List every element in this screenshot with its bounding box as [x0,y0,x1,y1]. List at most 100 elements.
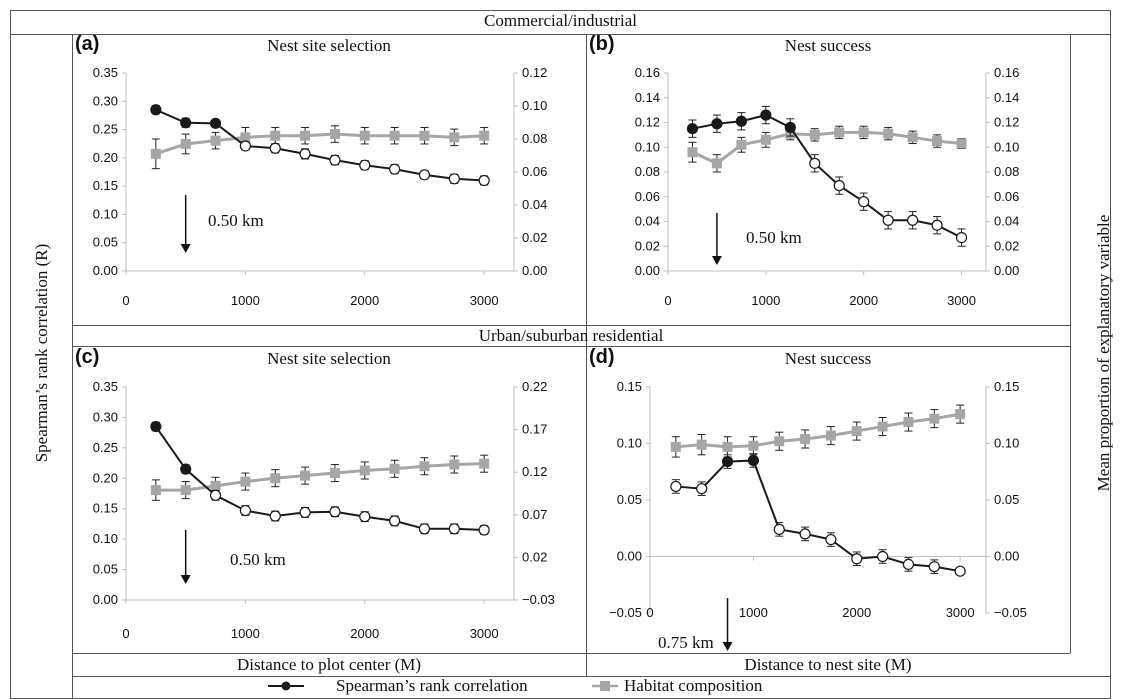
spearman-point [851,553,863,565]
habitat-point [851,426,862,437]
habitat-point [834,127,845,138]
habitat-point [240,132,251,143]
y-tick-label-right: 0.14 [994,90,1019,105]
spearman-point [418,169,431,181]
habitat-point [907,132,918,143]
y-tick-label-left: 0.14 [635,90,660,105]
y-tick-label-right: 0.02 [522,230,547,245]
spearman-point [809,157,821,169]
spearman-point [478,524,490,536]
spearman-point [299,506,311,518]
divider [72,325,1070,326]
y-tick-label-left: 0.10 [93,206,118,221]
spearman-point [773,523,785,535]
chart-d: −0.05 0.00 0.05 0.10 0.15 −0.05 0.00 0.05 0.10 0.… [609,379,1027,652]
spearman-line [675,459,961,573]
spearman-point [269,510,281,522]
habitat-point [389,463,400,474]
x-tick-label: 1000 [751,293,780,308]
y-tick-label-left: 0.35 [93,379,118,394]
divider [10,34,1111,35]
habitat-point [449,459,460,470]
x-tick-label: 1000 [231,293,260,308]
habitat-point [760,134,771,145]
x-axis-label-left: Distance to plot center (M) [236,655,422,674]
spearman-point [784,121,796,134]
divider [72,346,1070,347]
y-tick-label-right: 0.08 [994,164,1019,179]
y-tick-label-left: 0.16 [635,65,660,80]
habitat-point [359,465,370,476]
habitat-point [825,430,836,441]
y-tick-label-right: 0.15 [994,379,1019,394]
y-tick-label-left: 0.12 [635,115,660,130]
habitat-point [300,130,311,141]
x-tick-label: 0 [122,626,129,641]
habitat-point [449,132,460,143]
y-tick-label-left: 0.30 [93,409,118,424]
y-tick-label-right: 0.22 [522,379,547,394]
annotation-arrowhead [180,244,191,253]
spearman-point [418,523,431,535]
spearman-point [359,511,371,523]
habitat-point [736,139,747,150]
spearman-point [760,109,772,121]
section-title-commercial: Commercial/industrial [484,11,637,30]
habitat-point [300,470,311,481]
annotation-label: 0.50 km [230,550,286,569]
y-tick-label-right: −0.05 [994,605,1027,620]
x-tick-label: 1000 [231,626,260,641]
habitat-point [240,476,251,487]
habitat-point [210,480,221,491]
habitat-point [809,129,820,140]
panel-letter-c: (c) [75,346,100,368]
y-axis-right-label: Mean proportion of explanatory variable [1094,214,1113,492]
habitat-point [748,440,759,451]
habitat-point [479,458,490,469]
habitat-point [389,130,400,141]
spearman-point [389,515,401,527]
x-tick-label: 3000 [470,626,499,641]
y-tick-label-left: 0.25 [93,122,118,137]
y-tick-label-left: 0.20 [93,470,118,485]
spearman-point [269,142,281,154]
spearman-point [955,231,968,244]
annotation-label: 0.50 km [208,211,264,230]
chart-c: 0.00 0.05 0.10 0.15 0.20 0.25 0.30 0.35 −0.03 0.0… [93,379,555,641]
spearman-point [448,523,460,535]
divider [586,34,587,676]
divider [72,34,73,699]
habitat-point [955,409,966,420]
y-tick-label-right: 0.04 [994,214,1019,229]
habitat-point [329,129,340,140]
spearman-point [239,140,251,152]
spearman-point [150,104,162,116]
y-tick-label-left: 0.15 [93,501,118,516]
habitat-point [150,485,161,496]
y-tick-label-left: 0.10 [93,531,118,546]
y-tick-label-right: 0.05 [994,492,1019,507]
habitat-line [155,132,485,156]
y-axis-left-label: Spearman’s rank correlation (R) [32,243,51,463]
spearman-point [825,533,837,546]
y-tick-label-right: 0.02 [994,238,1019,253]
y-tick-label-left: 0.25 [93,440,118,455]
habitat-point [877,421,888,432]
spearman-point [359,159,371,171]
y-tick-label-left: 0.15 [617,379,642,394]
spearman-line [155,425,485,532]
y-tick-label-right: 0.04 [522,197,547,212]
y-tick-label-left: 0.10 [617,436,642,451]
habitat-point [883,128,894,139]
spearman-point [670,480,682,493]
annotation-label: 0.50 km [746,228,802,247]
x-tick-label: 0 [646,605,653,620]
spearman-point [721,455,734,468]
y-tick-label-left: 0.00 [93,592,118,607]
spearman-point [931,219,943,231]
panel-letter-a: (a) [75,33,100,55]
x-tick-label: 2000 [849,293,878,308]
panel-letter-b: (b) [589,33,615,55]
spearman-point [180,463,192,475]
habitat-point [903,417,914,428]
